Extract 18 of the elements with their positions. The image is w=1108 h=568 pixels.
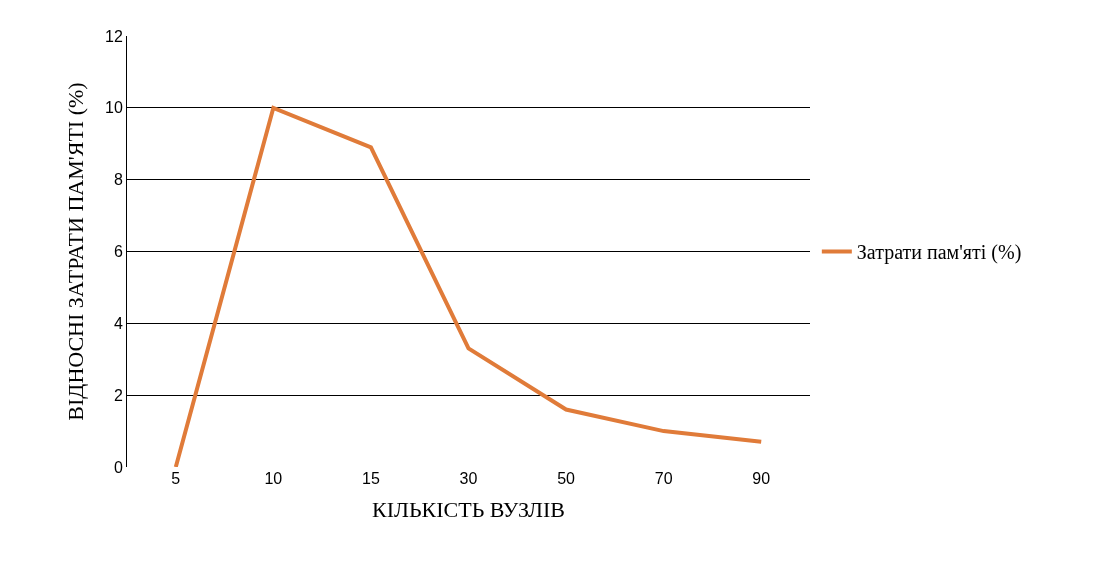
x-axis-title: КІЛЬКІСТЬ ВУЗЛІВ [372,496,565,522]
y-tick-label: 8 [113,171,123,189]
y-axis-title: ВІДНОСНІ ЗАТРАТИ ПАМ'ЯТІ (%) [62,82,88,421]
y-tick-label: 0 [113,458,123,476]
x-tick-label: 70 [654,470,673,487]
x-tick-label: 5 [171,470,181,487]
x-tick-label: 50 [557,470,576,487]
x-tick-label: 90 [752,470,771,487]
x-tick-label: 10 [264,470,283,487]
y-tick-label: 2 [113,386,123,404]
legend-label: Затрати пам'яті (%) [856,241,1022,265]
line-series [173,105,764,467]
x-tick-label: 30 [459,470,478,487]
x-tick-label: 15 [362,470,380,487]
y-tick-label: 12 [105,27,123,45]
y-tick-label: 10 [105,99,123,117]
y-tick-label: 4 [113,314,123,332]
y-tick-label: 6 [113,243,123,261]
